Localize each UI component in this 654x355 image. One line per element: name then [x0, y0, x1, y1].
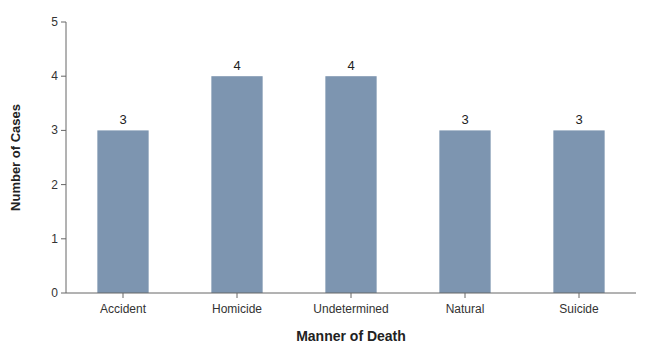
x-tick [351, 293, 352, 298]
bar [439, 130, 490, 293]
y-axis-line [66, 22, 67, 293]
bar [325, 76, 376, 293]
data-label: 3 [575, 112, 582, 127]
data-label: 4 [233, 58, 240, 73]
y-tick [61, 76, 66, 77]
data-label: 3 [119, 112, 126, 127]
y-tick-label: 3 [51, 123, 58, 137]
x-tick [579, 293, 580, 298]
x-tick-label: Homicide [212, 302, 262, 316]
y-tick [61, 130, 66, 131]
data-label: 4 [347, 58, 354, 73]
y-tick-label: 5 [51, 15, 58, 29]
data-labels: 3 4 4 3 3 [119, 58, 582, 127]
chart: 0 1 2 3 4 5 3 4 4 3 3 Accident Homicide Undetermined N… [0, 0, 654, 355]
y-tick [61, 184, 66, 185]
x-tick-label: Suicide [559, 302, 599, 316]
data-label: 3 [461, 112, 468, 127]
x-tick [123, 293, 124, 298]
y-tick-label: 2 [51, 178, 58, 192]
x-tick [465, 293, 466, 298]
y-axis-title: Number of Cases [8, 104, 23, 211]
y-tick-label: 0 [51, 286, 58, 300]
y-tick-label: 4 [51, 69, 58, 83]
x-tick-label: Undetermined [313, 302, 388, 316]
chart-container: 0 1 2 3 4 5 3 4 4 3 3 Accident Homicide Undetermined N… [0, 0, 654, 355]
y-tick-label: 1 [51, 232, 58, 246]
x-tick-label: Accident [100, 302, 147, 316]
x-axis-title: Manner of Death [296, 328, 406, 344]
y-tick [61, 293, 66, 294]
x-tick-label: Natural [446, 302, 485, 316]
y-axis: 0 1 2 3 4 5 [51, 15, 66, 300]
y-tick [61, 22, 66, 23]
bar [553, 130, 604, 293]
x-axis: Accident Homicide Undetermined Natural Suici… [66, 293, 636, 316]
x-tick [237, 293, 238, 298]
bars [97, 76, 604, 293]
bar [211, 76, 262, 293]
bar [97, 130, 148, 293]
y-tick [61, 238, 66, 239]
page: {"chart_data": {"type": "bar", "categori… [0, 0, 654, 355]
